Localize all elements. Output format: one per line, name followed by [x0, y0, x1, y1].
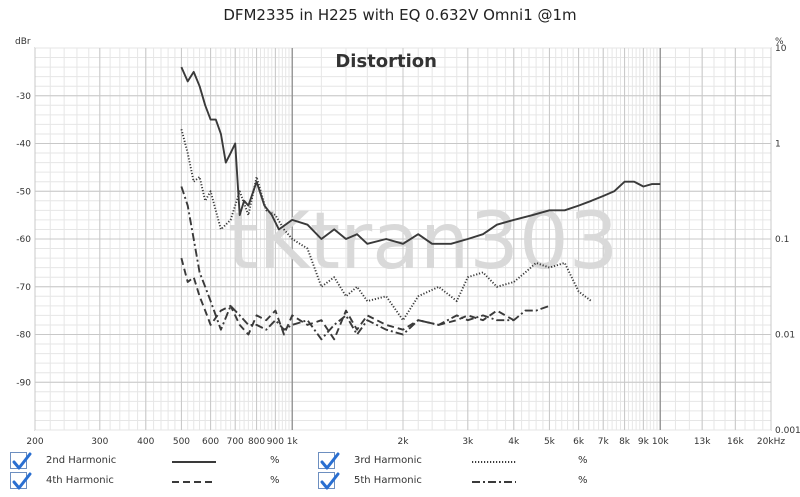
- x-tick-label: 200: [26, 437, 43, 447]
- y-right-tick-label: 0.01: [775, 331, 795, 341]
- series-line-5th-harmonic: [180, 186, 550, 341]
- checkbox-icon[interactable]: [318, 452, 340, 470]
- y-right-tick-label: 1: [775, 140, 781, 150]
- legend-line-sample: [172, 461, 216, 463]
- x-tick-label: 900: [267, 437, 284, 447]
- series-line-2nd-harmonic: [180, 66, 661, 245]
- x-tick-label: 16k: [727, 437, 744, 447]
- legend-line-sample: [172, 481, 216, 483]
- legend-line-sample: [472, 461, 516, 463]
- x-tick-label: 800: [248, 437, 265, 447]
- legend-label: 5th Harmonic: [354, 475, 422, 486]
- legend-unit: %: [578, 475, 588, 486]
- legend-item-5th-harmonic[interactable]: 5th Harmonic %: [318, 472, 618, 492]
- checkbox-icon[interactable]: [10, 472, 32, 490]
- y-tick-label: -90: [16, 378, 31, 388]
- x-tick-label: 10k: [652, 437, 669, 447]
- legend-line-sample: [472, 481, 516, 483]
- legend-unit: %: [270, 455, 280, 466]
- y-right-tick-label: 0.001: [775, 426, 800, 436]
- x-tick-label: 600: [202, 437, 219, 447]
- distortion-chart: tKtran303 Distortion dBr % 200 300 400 500 600 70…: [15, 37, 800, 447]
- legend-label: 3rd Harmonic: [354, 455, 422, 466]
- x-tick-label: 9k: [638, 437, 650, 447]
- legend-label: 2nd Harmonic: [46, 455, 117, 466]
- x-tick-label: 500: [173, 437, 190, 447]
- x-tick-label: 2k: [398, 437, 410, 447]
- y-left-unit: dBr: [15, 37, 31, 47]
- y-tick-label: -70: [16, 283, 31, 293]
- y-tick-label: -40: [16, 140, 31, 150]
- x-tick-label: 5k: [544, 437, 556, 447]
- checkbox-icon[interactable]: [318, 472, 340, 490]
- legend: 2nd Harmonic % 3rd Harmonic % 4th Harmon…: [0, 447, 800, 497]
- legend-label: 4th Harmonic: [46, 475, 114, 486]
- x-tick-label: 13k: [694, 437, 711, 447]
- legend-item-2nd-harmonic[interactable]: 2nd Harmonic %: [10, 452, 310, 472]
- y-tick-label: -30: [16, 92, 31, 102]
- legend-item-3rd-harmonic[interactable]: 3rd Harmonic %: [318, 452, 618, 472]
- x-tick-label: 7k: [598, 437, 610, 447]
- legend-item-4th-harmonic[interactable]: 4th Harmonic %: [10, 472, 310, 492]
- legend-unit: %: [270, 475, 280, 486]
- y-tick-label: -50: [16, 187, 31, 197]
- series-line-3rd-harmonic: [180, 128, 592, 322]
- x-tick-label: 400: [137, 437, 154, 447]
- y-tick-label: -60: [16, 235, 31, 245]
- y-right-tick-label: 10: [775, 44, 787, 54]
- legend-unit: %: [578, 455, 588, 466]
- y-right-tick-label: 0.1: [775, 235, 789, 245]
- chart-window-title: DFM2335 in H225 with EQ 0.632V Omni1 @1m: [223, 6, 577, 24]
- x-tick-label: 6k: [573, 437, 585, 447]
- x-tick-label: 4k: [508, 437, 520, 447]
- x-tick-label: 3k: [462, 437, 474, 447]
- y-tick-label: -80: [16, 331, 31, 341]
- x-tick-label: 20kHz: [757, 437, 785, 447]
- checkbox-icon[interactable]: [10, 452, 32, 470]
- grid: [34, 47, 772, 431]
- x-tick-label: 8k: [619, 437, 631, 447]
- chart-title: Distortion: [335, 51, 437, 72]
- x-tick-label: 300: [91, 437, 108, 447]
- watermark: tKtran303: [228, 197, 619, 287]
- y-right-unit: %: [775, 37, 784, 47]
- x-tick-label: 1k: [287, 437, 299, 447]
- x-tick-label: 700: [227, 437, 244, 447]
